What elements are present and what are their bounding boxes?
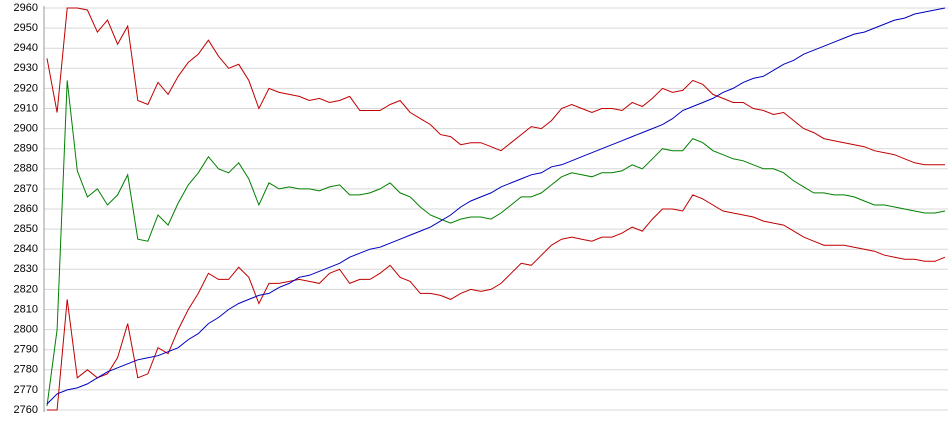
y-tick-label: 2840 <box>14 243 38 255</box>
y-tick-label: 2870 <box>14 183 38 195</box>
y-tick-label: 2860 <box>14 203 38 215</box>
y-tick-label: 2760 <box>14 404 38 416</box>
series-line <box>46 80 946 407</box>
series-line <box>47 194 946 411</box>
series-line <box>46 7 946 405</box>
y-tick-label: 2910 <box>14 102 38 114</box>
y-tick-label: 2950 <box>14 22 38 34</box>
y-tick-label: 2780 <box>14 364 38 376</box>
y-tick-label: 2960 <box>14 2 38 14</box>
y-tick-label: 2900 <box>14 123 38 135</box>
series-line <box>46 7 945 166</box>
y-tick-label: 2920 <box>14 82 38 94</box>
y-tick-label: 2770 <box>14 384 38 396</box>
y-tick-label: 2880 <box>14 163 38 175</box>
y-tick-label: 2930 <box>14 62 38 74</box>
y-tick-label: 2850 <box>14 223 38 235</box>
y-tick-label: 2940 <box>14 42 38 54</box>
y-tick-label: 2890 <box>14 143 38 155</box>
y-tick-label: 2810 <box>14 303 38 315</box>
y-tick-label: 2830 <box>14 263 38 275</box>
y-tick-label: 2820 <box>14 283 38 295</box>
y-tick-label: 2790 <box>14 344 38 356</box>
y-tick-label: 2800 <box>14 324 38 336</box>
